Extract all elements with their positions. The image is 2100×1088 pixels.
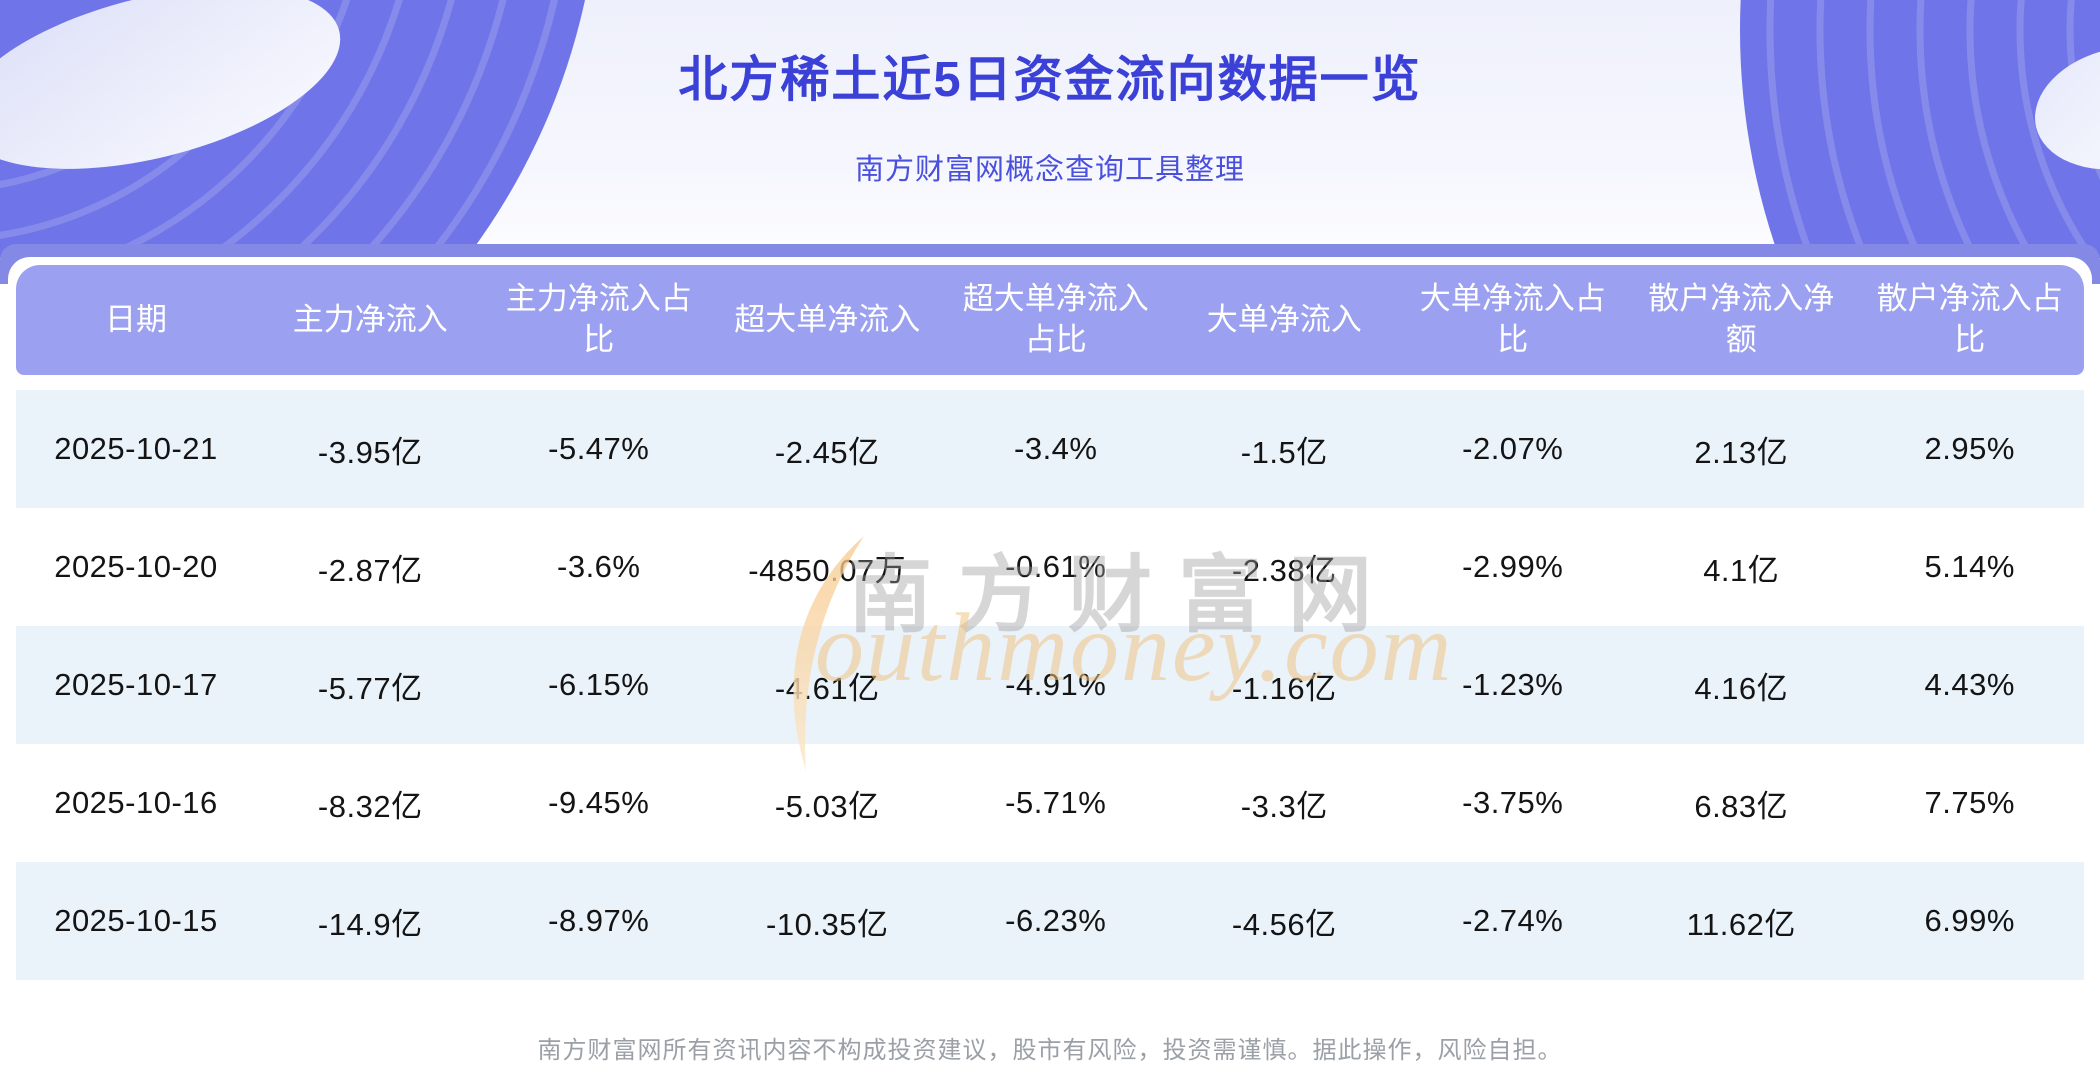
table-cell: -6.15%: [548, 667, 650, 702]
column-header: 日期: [105, 301, 167, 337]
table-row: 2025-10-20 -2.87亿 -3.6% -4850.07万 -0.61% -2.3…: [16, 508, 2084, 626]
table-cell: -3.75%: [1462, 785, 1564, 820]
table-cell: -2.99%: [1462, 549, 1564, 584]
table-cell: -9.45%: [548, 785, 650, 820]
table-cell: -3.95亿: [317, 434, 423, 470]
table-cell: -2.74%: [1462, 903, 1564, 938]
table-cell: -2.87亿: [317, 552, 423, 588]
table-cell: -5.77亿: [317, 670, 423, 706]
right-arcs-decoration: [1740, 0, 2100, 258]
table-cell: -5.47%: [548, 431, 650, 466]
column-header: 散户净流入占 比: [1876, 281, 2063, 357]
table-cell: 2.13亿: [1694, 434, 1789, 470]
table-cell: 2025-10-16: [54, 785, 218, 820]
table-cell: -2.45亿: [774, 434, 880, 470]
table-cell: -0.61%: [1005, 549, 1107, 584]
table-cell: -4.56亿: [1231, 906, 1337, 942]
table-cell: -2.07%: [1462, 431, 1564, 466]
page-subtitle: 南方财富网概念查询工具整理: [854, 154, 1245, 186]
table-cell: 11.62亿: [1686, 906, 1796, 942]
table-cell: 6.83亿: [1694, 788, 1789, 824]
table-row: 2025-10-15 -14.9亿 -8.97% -10.35亿 -6.23% -4.56…: [16, 862, 2084, 980]
hero-decoration: [0, 0, 2100, 258]
table-cell: -4850.07万: [748, 552, 907, 588]
table-cell: 2025-10-15: [54, 903, 218, 938]
table-cell: -1.5亿: [1240, 434, 1328, 470]
table-cell: 4.16亿: [1694, 670, 1789, 706]
fund-flow-table: 2025-10-21 -3.95亿 -5.47% -2.45亿 -3.4% -1.5亿 -2…: [16, 390, 2084, 980]
table-cell: 2025-10-20: [54, 549, 218, 584]
table-cell: -6.23%: [1005, 903, 1107, 938]
table-card: 日期 主力净流入 主力净流入占 比 超大单净流入 超大单净流入 占比 大单净流入 大单净流入…: [8, 257, 2092, 993]
table-cell: -3.6%: [557, 549, 641, 584]
table-cell: 7.75%: [1924, 785, 2015, 820]
table-cell: 2025-10-21: [54, 431, 218, 466]
table-cell: 6.99%: [1924, 903, 2015, 938]
table-cell: -3.4%: [1014, 431, 1098, 466]
table-cell: -8.32亿: [317, 788, 423, 824]
column-header: 大单净流入: [1206, 301, 1362, 337]
column-header: 散户净流入净 额: [1648, 281, 1835, 357]
column-header: 主力净流入: [292, 301, 448, 337]
column-header: 超大单净流入: [734, 301, 921, 337]
disclaimer-text: 南方财富网所有资讯内容不构成投资建议，股市有风险，投资需谨慎。据此操作，风险自担…: [537, 1037, 1563, 1064]
table-cell: -2.38亿: [1231, 552, 1337, 588]
left-arcs-decoration: [0, 0, 585, 258]
table-cell: -5.03亿: [774, 788, 880, 824]
table-cell: 4.43%: [1924, 667, 2015, 702]
table-row: 2025-10-17 -5.77亿 -6.15% -4.61亿 -4.91% -1.16亿…: [16, 626, 2084, 744]
table-cell: -5.71%: [1005, 785, 1107, 820]
table-cell: -14.9亿: [317, 906, 423, 942]
table-cell: -4.91%: [1005, 667, 1107, 702]
table-cell: -4.61亿: [774, 670, 880, 706]
table-row: 2025-10-21 -3.95亿 -5.47% -2.45亿 -3.4% -1.5亿 -2…: [16, 390, 2084, 508]
table-cell: -1.23%: [1462, 667, 1564, 702]
table-cell: -10.35亿: [766, 906, 889, 942]
table-cell: -8.97%: [548, 903, 650, 938]
table-cell: -1.16亿: [1231, 670, 1337, 706]
column-header: 超大单净流入 占比: [962, 281, 1149, 357]
column-header: 大单净流入占 比: [1419, 281, 1606, 357]
table-row: 2025-10-16 -8.32亿 -9.45% -5.03亿 -5.71% -3.3亿 -…: [16, 744, 2084, 862]
table-header-row: 日期 主力净流入 主力净流入占 比 超大单净流入 超大单净流入 占比 大单净流入 大单净流入…: [16, 265, 2084, 375]
table-cell: 4.1亿: [1703, 552, 1780, 588]
table-cell: 2025-10-17: [54, 667, 218, 702]
page-title: 北方稀土近5日资金流向数据一览: [678, 53, 1422, 107]
table-cell: 2.95%: [1924, 431, 2015, 466]
table-cell: -3.3亿: [1240, 788, 1328, 824]
hero-banner: 北方稀土近5日资金流向数据一览 南方财富网概念查询工具整理: [0, 0, 2100, 258]
column-header: 主力净流入占 比: [505, 281, 692, 357]
table-cell: 5.14%: [1924, 549, 2015, 584]
